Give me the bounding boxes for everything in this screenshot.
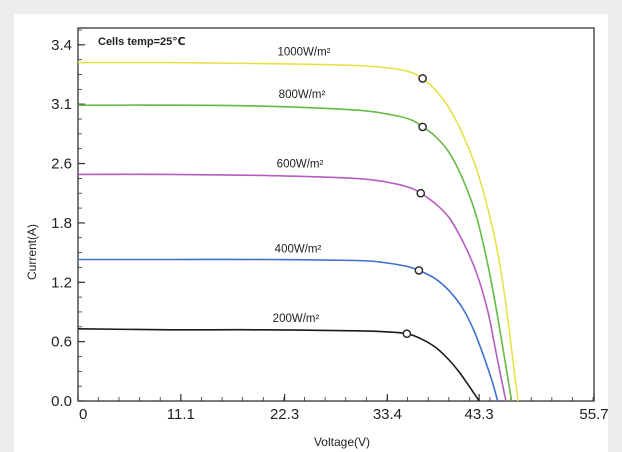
mpp-point-400w (414, 266, 424, 275)
x-tick-label: 11.1 (167, 406, 195, 423)
mpp-point-1000w (418, 74, 427, 83)
x-tick-label: 33.4 (373, 406, 402, 423)
axes (77, 27, 595, 402)
series-label-400w: 400W/m² (275, 244, 322, 256)
temperature-annotation: Cells temp=25℃ (98, 36, 186, 48)
curves (77, 61, 519, 402)
chart-panel: 0 11.1 22.3 33.4 43.3 55.7 0.0 0.6 1.2 1.8 2.6 3.1 3… (14, 14, 608, 452)
curve-200w (77, 328, 480, 402)
y-tick-label: 3.1 (51, 96, 72, 113)
series-label-1000w: 1000W/m² (277, 47, 330, 59)
curve-600w (77, 173, 507, 402)
ticks: 0 11.1 22.3 33.4 43.3 55.7 0.0 0.6 1.2 1.8 2.6 3.1 3… (51, 29, 608, 423)
mpp-point-600w (416, 188, 426, 198)
x-tick-label: 22.3 (270, 406, 299, 423)
mpp-markers (402, 74, 427, 339)
x-tick-label: 0 (79, 406, 87, 423)
curve-800w (77, 104, 513, 402)
mpp-point-200w (402, 329, 412, 339)
series-label-600w: 600W/m² (277, 158, 324, 170)
y-tick-label: 2.6 (51, 156, 72, 173)
y-tick-label: 1.8 (51, 215, 72, 232)
series-label-200w: 200W/m² (273, 313, 320, 325)
y-tick-label: 1.2 (51, 274, 72, 291)
y-tick-label: 3.4 (51, 37, 72, 54)
y-tick-label: 0.6 (51, 334, 72, 351)
iv-curve-chart: 0 11.1 22.3 33.4 43.3 55.7 0.0 0.6 1.2 1.8 2.6 3.1 3… (25, 27, 608, 449)
mpp-point-800w (418, 122, 427, 132)
y-tick-label: 0.0 (51, 393, 72, 410)
y-axis-title: Current(A) (25, 224, 39, 280)
x-axis-title: Voltage(V) (314, 435, 370, 449)
curve-1000w (77, 61, 519, 402)
labels: 1000W/m² 800W/m² 600W/m² 400W/m² 200W/m² (273, 47, 331, 325)
x-tick-label: 55.7 (579, 406, 608, 423)
x-tick-label: 43.3 (465, 406, 494, 423)
plot-frame (77, 27, 595, 402)
series-label-800w: 800W/m² (279, 89, 326, 101)
